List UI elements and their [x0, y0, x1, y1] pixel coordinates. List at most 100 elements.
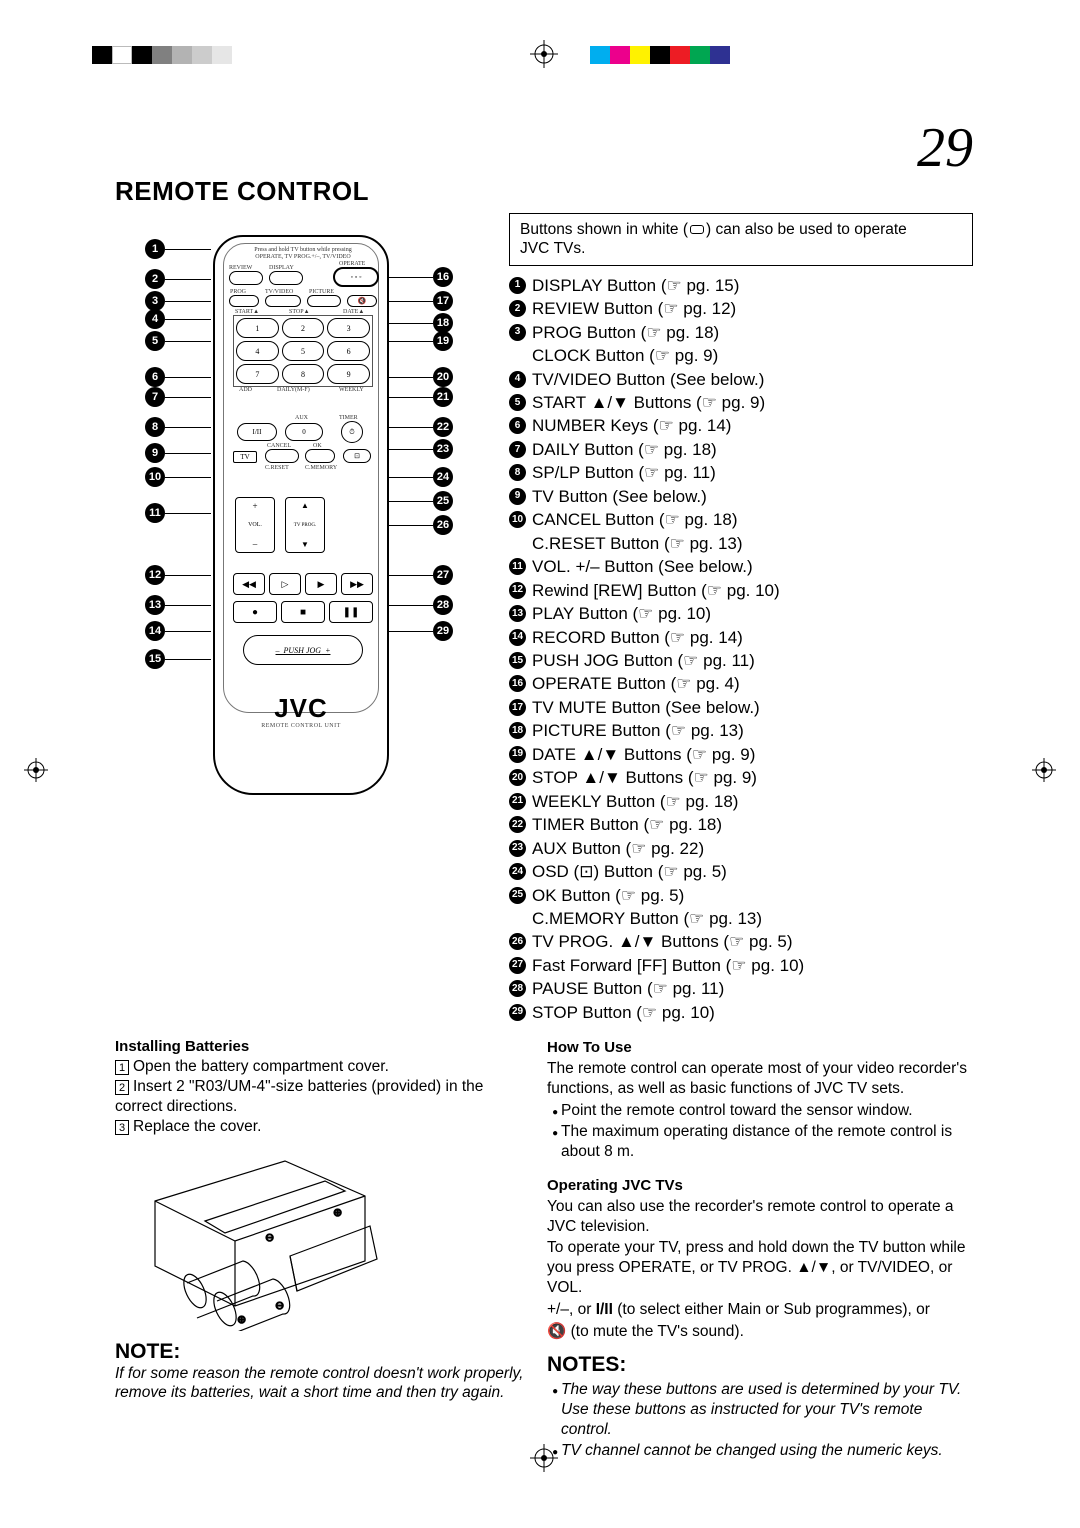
transport-row-2: ●■❚❚: [233, 601, 373, 623]
install-step: 1Open the battery compartment cover.: [115, 1057, 525, 1077]
review-btn: [229, 271, 263, 285]
callout-10: 10: [145, 467, 165, 487]
callout-24: 24: [433, 467, 453, 487]
button-ref-row: 3PROG Button (☞ pg. 18): [509, 321, 973, 344]
button-ref-row: C.RESET Button (☞ pg. 13): [509, 532, 973, 555]
callout-4: 4: [145, 309, 165, 329]
remote-outline: Press and hold TV button while pressingO…: [213, 235, 389, 795]
notes-right-list: The way these buttons are used is determ…: [547, 1380, 973, 1460]
battery-diagram: ⊖ ⊕ ⊕ ⊖: [115, 1141, 395, 1331]
button-ref-row: 5START ▲/▼ Buttons (☞ pg. 9): [509, 391, 973, 414]
callout-9: 9: [145, 443, 165, 463]
note-left-body: If for some reason the remote control do…: [115, 1364, 525, 1404]
button-ref-row: 17TV MUTE Button (See below.): [509, 696, 973, 719]
note-left-title: NOTE:: [115, 1340, 525, 1364]
callout-2: 2: [145, 269, 165, 289]
callout-8: 8: [145, 417, 165, 437]
callout-5: 5: [145, 331, 165, 351]
operating-p2: To operate your TV, press and hold down …: [547, 1238, 973, 1297]
display-btn: [269, 271, 303, 285]
osd-btn: ⊡: [343, 449, 371, 463]
callout-22: 22: [433, 417, 453, 437]
white-button-note: Buttons shown in white () can also be us…: [509, 213, 973, 266]
section-title: REMOTE CONTROL: [115, 176, 973, 207]
svg-text:⊕: ⊕: [237, 1314, 246, 1326]
prog-btn: [229, 295, 259, 307]
button-ref-row: 16OPERATE Button (☞ pg. 4): [509, 672, 973, 695]
callout-19: 19: [433, 331, 453, 351]
callout-23: 23: [433, 439, 453, 459]
registration-grayscale-bar: [92, 46, 232, 64]
button-ref-row: C.MEMORY Button (☞ pg. 13): [509, 907, 973, 930]
button-ref-row: 12Rewind [REW] Button (☞ pg. 10): [509, 579, 973, 602]
tvprog-rocker: ▲TV PROG.▼: [285, 497, 325, 553]
number-keypad: 123 456 789: [233, 315, 373, 387]
callout-3: 3: [145, 291, 165, 311]
operating-p1: You can also use the recorder's remote c…: [547, 1197, 973, 1237]
install-step: 2Insert 2 "R03/UM-4"-size batteries (pro…: [115, 1077, 525, 1117]
button-ref-row: 27Fast Forward [FF] Button (☞ pg. 10): [509, 954, 973, 977]
button-ref-row: 6NUMBER Keys (☞ pg. 14): [509, 414, 973, 437]
ok-btn: [305, 449, 335, 463]
jvc-logo: JVC: [215, 693, 387, 724]
callout-6: 6: [145, 367, 165, 387]
button-ref-row: 23AUX Button (☞ pg. 22): [509, 837, 973, 860]
registration-mark-left: [24, 758, 48, 782]
registration-mark-right: [1032, 758, 1056, 782]
callout-7: 7: [145, 387, 165, 407]
button-ref-row: 13PLAY Button (☞ pg. 10): [509, 602, 973, 625]
howto-bullets: Point the remote control toward the sens…: [547, 1101, 973, 1161]
push-jog: – PUSH JOG +: [243, 635, 363, 665]
howto-bullet: Point the remote control toward the sens…: [561, 1101, 973, 1121]
callout-14: 14: [145, 621, 165, 641]
callout-16: 16: [433, 267, 453, 287]
callout-15: 15: [145, 649, 165, 669]
operating-p3: +/–, or I/II (to select either Main or S…: [547, 1300, 973, 1320]
callout-17: 17: [433, 291, 453, 311]
button-ref-row: 29STOP Button (☞ pg. 10): [509, 1001, 973, 1024]
callout-29: 29: [433, 621, 453, 641]
installing-steps: 1Open the battery compartment cover.2Ins…: [115, 1057, 525, 1136]
button-reference-list: 1DISPLAY Button (☞ pg. 15)2REVIEW Button…: [509, 274, 973, 1025]
callout-1: 1: [145, 239, 165, 259]
svg-text:⊖: ⊖: [275, 1300, 284, 1312]
cancel-btn: [265, 449, 299, 463]
callout-12: 12: [145, 565, 165, 585]
callout-26: 26: [433, 515, 453, 535]
callout-11: 11: [145, 503, 165, 523]
volume-rocker: +VOL.–: [235, 497, 275, 553]
svg-text:⊖: ⊖: [265, 1232, 274, 1244]
button-ref-row: 1DISPLAY Button (☞ pg. 15): [509, 274, 973, 297]
button-ref-row: 21WEEKLY Button (☞ pg. 18): [509, 790, 973, 813]
remote-diagram: Press and hold TV button while pressingO…: [115, 213, 487, 873]
callout-25: 25: [433, 491, 453, 511]
mute-btn: 🔇: [347, 295, 377, 307]
svg-text:⊕: ⊕: [333, 1207, 342, 1219]
button-ref-row: 18PICTURE Button (☞ pg. 13): [509, 719, 973, 742]
callout-21: 21: [433, 387, 453, 407]
howto-bullet: The maximum operating distance of the re…: [561, 1122, 973, 1162]
content-area: 29 REMOTE CONTROL Press and hold TV butt…: [115, 116, 973, 1462]
operating-title: Operating JVC TVs: [547, 1176, 973, 1195]
callout-13: 13: [145, 595, 165, 615]
page-number: 29: [917, 116, 973, 180]
registration-mark-top: [530, 40, 558, 68]
install-step: 3Replace the cover.: [115, 1117, 525, 1137]
operating-p4: 🔇 (to mute the TV's sound).: [547, 1322, 973, 1342]
notes-right-title: NOTES:: [547, 1352, 973, 1379]
button-ref-row: 15PUSH JOG Button (☞ pg. 11): [509, 649, 973, 672]
button-ref-row: 28PAUSE Button (☞ pg. 11): [509, 977, 973, 1000]
howto-intro: The remote control can operate most of y…: [547, 1059, 973, 1099]
splp-btn: I/II: [237, 423, 277, 441]
registration-color-bar: [590, 46, 730, 64]
button-ref-row: 22TIMER Button (☞ pg. 18): [509, 813, 973, 836]
page: 29 REMOTE CONTROL Press and hold TV butt…: [0, 0, 1080, 1528]
button-ref-row: 20STOP ▲/▼ Buttons (☞ pg. 9): [509, 766, 973, 789]
callout-28: 28: [433, 595, 453, 615]
button-ref-row: 19DATE ▲/▼ Buttons (☞ pg. 9): [509, 743, 973, 766]
timer-btn: ⏱: [341, 421, 363, 443]
jvc-sublabel: REMOTE CONTROL UNIT: [215, 723, 387, 729]
button-ref-row: 8SP/LP Button (☞ pg. 11): [509, 461, 973, 484]
button-ref-row: 14RECORD Button (☞ pg. 14): [509, 626, 973, 649]
button-ref-row: 26TV PROG. ▲/▼ Buttons (☞ pg. 5): [509, 930, 973, 953]
